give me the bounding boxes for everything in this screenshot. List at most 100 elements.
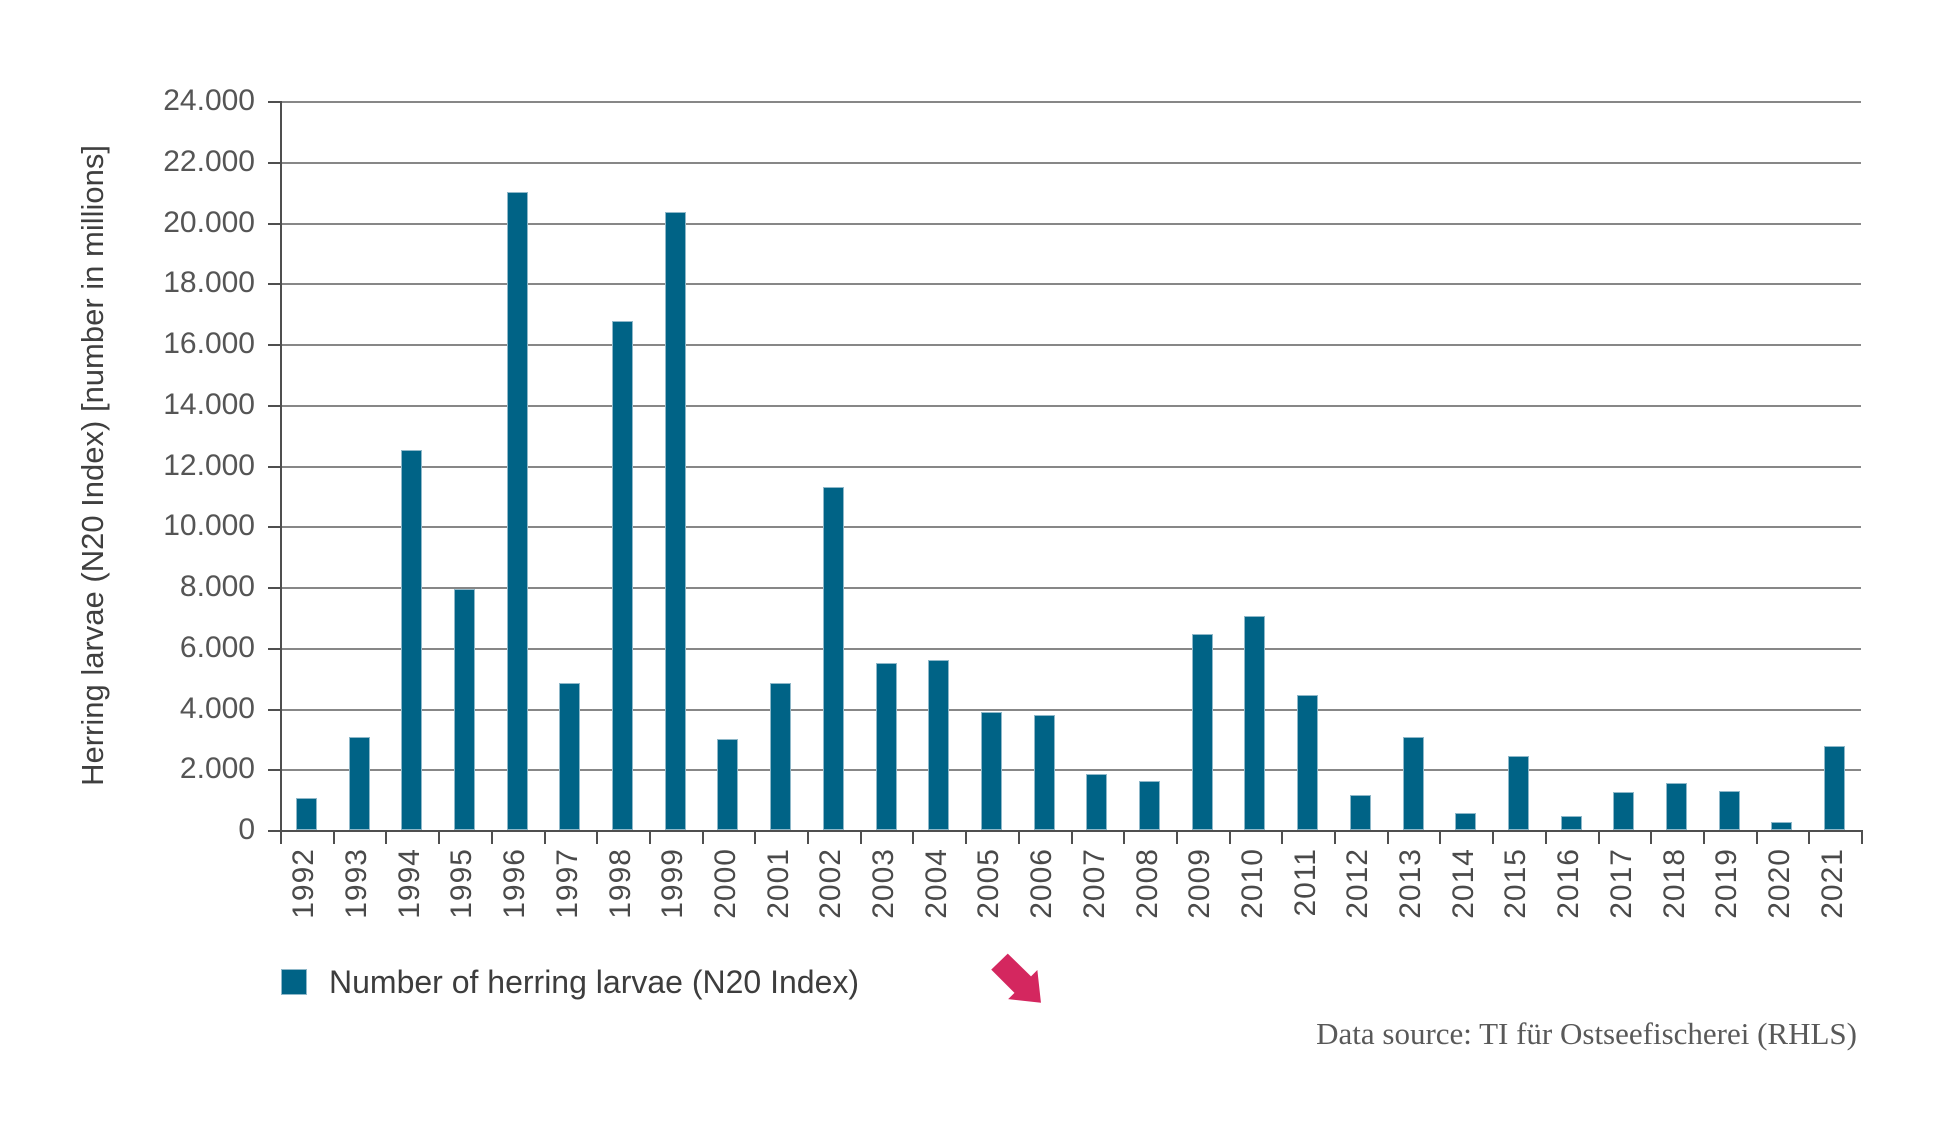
x-tick-label-2008: 2008 xyxy=(1131,848,1164,919)
x-tick-label-2003: 2003 xyxy=(867,848,900,919)
legend-swatch xyxy=(281,969,307,995)
y-tick-label-10000: 10.000 xyxy=(163,509,255,542)
x-tick-label-2015: 2015 xyxy=(1499,848,1532,919)
y-tick-label-8000: 8.000 xyxy=(179,570,255,603)
y-tick-14000 xyxy=(268,405,280,407)
y-tick-22000 xyxy=(268,162,280,164)
x-tick-label-2000: 2000 xyxy=(709,848,742,919)
bar-2002 xyxy=(823,487,844,830)
y-tick-20000 xyxy=(268,223,280,225)
x-tick-label-2006: 2006 xyxy=(1025,848,1058,919)
y-gridline-6000 xyxy=(280,648,1861,650)
x-axis-tick xyxy=(544,830,546,844)
bar-2010 xyxy=(1244,616,1265,830)
bar-2017 xyxy=(1613,792,1634,830)
bar-2014 xyxy=(1455,813,1476,830)
x-tick-label-2017: 2017 xyxy=(1605,848,1638,919)
data-source-label: Data source: TI für Ostseefischerei (RHL… xyxy=(1316,1016,1857,1051)
bar-1992 xyxy=(296,798,317,830)
x-axis-tick xyxy=(1334,830,1336,844)
y-tick-label-22000: 22.000 xyxy=(163,145,255,178)
x-axis-tick xyxy=(1123,830,1125,844)
x-axis-tick xyxy=(1861,830,1863,844)
x-axis-tick xyxy=(596,830,598,844)
y-axis-line xyxy=(280,101,282,844)
x-tick-label-2010: 2010 xyxy=(1236,848,1269,919)
bar-2008 xyxy=(1139,781,1160,830)
bar-2013 xyxy=(1403,737,1424,830)
legend: Number of herring larvae (N20 Index) xyxy=(281,952,1046,1012)
x-tick-label-2012: 2012 xyxy=(1341,848,1374,919)
bar-2020 xyxy=(1771,822,1792,830)
y-tick-24000 xyxy=(268,101,280,103)
bar-2004 xyxy=(928,660,949,830)
x-axis-tick xyxy=(1176,830,1178,844)
x-axis-tick xyxy=(1387,830,1389,844)
bar-2009 xyxy=(1192,634,1213,830)
x-axis-tick xyxy=(1756,830,1758,844)
bar-1993 xyxy=(349,737,370,830)
y-gridline-8000 xyxy=(280,587,1861,589)
y-tick-18000 xyxy=(268,283,280,285)
y-tick-label-14000: 14.000 xyxy=(163,388,255,421)
bar-2016 xyxy=(1561,816,1582,830)
y-tick-2000 xyxy=(268,769,280,771)
y-gridline-24000 xyxy=(280,101,1861,103)
y-tick-label-16000: 16.000 xyxy=(163,327,255,360)
x-axis-tick xyxy=(1545,830,1547,844)
x-axis-tick xyxy=(280,830,282,844)
x-tick-label-2016: 2016 xyxy=(1552,848,1585,919)
y-gridline-4000 xyxy=(280,709,1861,711)
y-gridline-14000 xyxy=(280,405,1861,407)
y-gridline-22000 xyxy=(280,162,1861,164)
bar-1997 xyxy=(559,683,580,830)
y-tick-label-2000: 2.000 xyxy=(179,752,255,785)
x-axis-tick xyxy=(912,830,914,844)
y-tick-label-24000: 24.000 xyxy=(163,84,255,117)
bar-2011 xyxy=(1297,695,1318,830)
x-tick-label-2014: 2014 xyxy=(1447,848,1480,919)
x-tick-label-2021: 2021 xyxy=(1816,848,1849,919)
y-gridline-20000 xyxy=(280,223,1861,225)
bar-2021 xyxy=(1824,746,1845,830)
x-tick-label-1996: 1996 xyxy=(498,848,531,919)
y-tick-0 xyxy=(268,830,280,832)
y-tick-label-4000: 4.000 xyxy=(179,692,255,725)
bar-2003 xyxy=(876,663,897,830)
x-axis-tick xyxy=(1439,830,1441,844)
y-tick-label-6000: 6.000 xyxy=(179,631,255,664)
x-tick-label-1995: 1995 xyxy=(445,848,478,919)
x-axis-tick xyxy=(702,830,704,844)
y-tick-label-18000: 18.000 xyxy=(163,266,255,299)
x-axis-tick xyxy=(1703,830,1705,844)
y-gridline-0 xyxy=(280,830,1861,832)
x-tick-label-2020: 2020 xyxy=(1763,848,1796,919)
x-axis-tick xyxy=(491,830,493,844)
x-axis-tick xyxy=(1229,830,1231,844)
bar-2005 xyxy=(981,712,1002,830)
bar-1998 xyxy=(612,321,633,830)
x-tick-label-2011: 2011 xyxy=(1289,848,1322,917)
legend-label: Number of herring larvae (N20 Index) xyxy=(329,963,860,1000)
x-axis-tick xyxy=(1808,830,1810,844)
x-axis-tick xyxy=(1071,830,1073,844)
x-axis-tick xyxy=(1281,830,1283,844)
x-axis-tick xyxy=(649,830,651,844)
bar-2019 xyxy=(1719,791,1740,830)
x-tick-label-2009: 2009 xyxy=(1183,848,1216,919)
x-axis-tick xyxy=(1492,830,1494,844)
y-tick-12000 xyxy=(268,466,280,468)
y-tick-label-12000: 12.000 xyxy=(163,449,255,482)
bar-2001 xyxy=(770,683,791,830)
bar-1999 xyxy=(665,212,686,830)
x-axis-tick xyxy=(438,830,440,844)
y-tick-label-0: 0 xyxy=(238,813,255,846)
x-tick-label-2007: 2007 xyxy=(1078,848,1111,919)
y-gridline-12000 xyxy=(280,466,1861,468)
x-axis-tick xyxy=(333,830,335,844)
x-tick-label-1997: 1997 xyxy=(551,848,584,919)
x-tick-label-1993: 1993 xyxy=(340,848,373,919)
x-axis-tick xyxy=(385,830,387,844)
y-gridline-16000 xyxy=(280,344,1861,346)
